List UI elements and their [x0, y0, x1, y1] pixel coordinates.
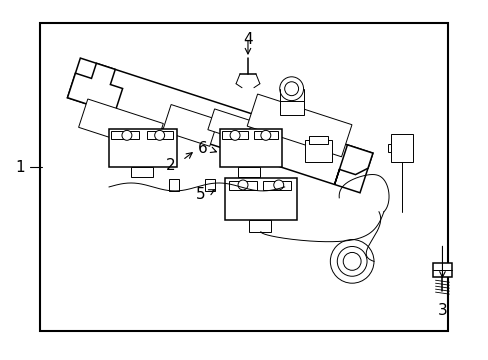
Polygon shape — [67, 58, 372, 193]
Text: 4: 4 — [243, 32, 252, 46]
Text: 6: 6 — [197, 141, 207, 156]
Bar — [387, 144, 390, 152]
Circle shape — [273, 180, 283, 190]
Text: 1: 1 — [15, 159, 24, 175]
Bar — [304, 140, 332, 162]
Polygon shape — [246, 94, 351, 157]
Polygon shape — [162, 104, 218, 146]
Bar — [308, 136, 327, 144]
Bar — [248, 220, 270, 231]
Bar — [111, 131, 139, 139]
Polygon shape — [67, 63, 122, 113]
Bar — [168, 179, 178, 191]
Text: 5: 5 — [195, 188, 205, 202]
Polygon shape — [207, 109, 252, 142]
Bar — [432, 264, 451, 277]
Bar — [224, 178, 296, 220]
Circle shape — [279, 77, 303, 100]
Bar — [222, 131, 247, 139]
Bar — [279, 100, 303, 114]
Bar — [146, 131, 172, 139]
Polygon shape — [334, 145, 372, 184]
Bar — [253, 131, 277, 139]
Bar — [109, 129, 176, 167]
Bar — [40, 23, 447, 331]
Text: 2: 2 — [165, 158, 175, 172]
Bar — [263, 181, 290, 190]
Bar — [390, 134, 412, 162]
Bar — [205, 179, 215, 191]
Circle shape — [260, 130, 270, 140]
Bar — [220, 129, 281, 167]
Circle shape — [238, 180, 247, 190]
Circle shape — [230, 130, 240, 140]
Text: 3: 3 — [437, 303, 447, 319]
Circle shape — [122, 130, 132, 140]
Polygon shape — [79, 99, 163, 152]
Circle shape — [284, 82, 298, 96]
Circle shape — [154, 130, 164, 140]
Bar — [238, 167, 259, 177]
Bar — [131, 167, 152, 177]
Bar — [229, 181, 256, 190]
